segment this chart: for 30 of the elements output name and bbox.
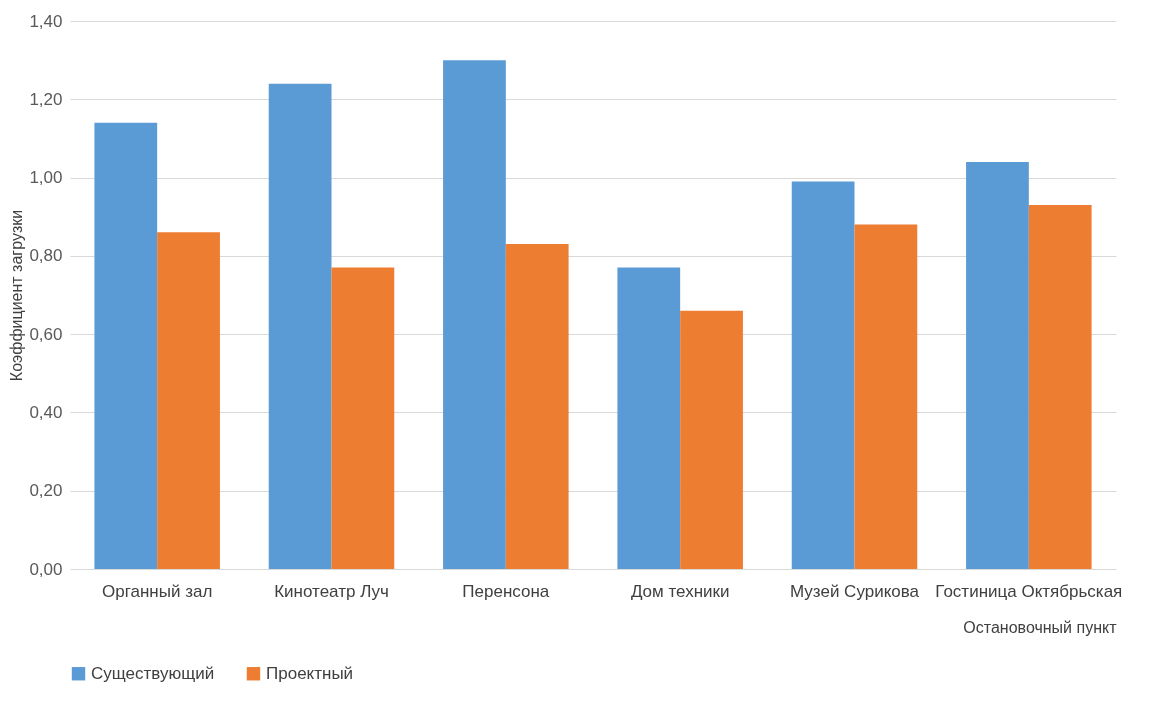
bar [94,122,158,569]
x-tick-label: Дом техники [630,581,730,601]
bar [617,267,681,569]
y-tick-label: 1,20 [29,89,63,109]
bar [791,181,855,569]
x-tick-label: Органный зал [101,581,213,601]
x-axis-title: Остановочный пункт [963,618,1118,636]
legend-label: Проектный [266,663,354,683]
y-tick-label: 1,40 [29,11,63,31]
y-axis-title: Коэффициент загрузки [8,209,26,382]
bar [966,161,1029,569]
bar [157,232,220,569]
y-tick-label: 0,80 [29,246,63,266]
bar [680,310,743,569]
bar [268,83,332,569]
bar [443,60,506,569]
x-tick-label: Кинотеатр Луч [274,581,389,601]
legend-label: Существующий [91,663,215,683]
y-tick-label: 0,60 [29,324,63,344]
x-tick-label: Перенсона [462,581,550,601]
x-tick-label: Музей Сурикова [789,581,920,601]
bar [505,244,569,569]
bar [331,267,395,569]
x-tick-label: Гостиница Октябрьская [935,581,1123,601]
bar [1028,204,1092,569]
y-tick-label: 0,00 [29,559,63,579]
bar [854,224,918,569]
y-tick-label: 1,00 [29,168,63,188]
y-tick-label: 0,20 [29,481,63,501]
y-tick-label: 0,40 [29,402,63,422]
